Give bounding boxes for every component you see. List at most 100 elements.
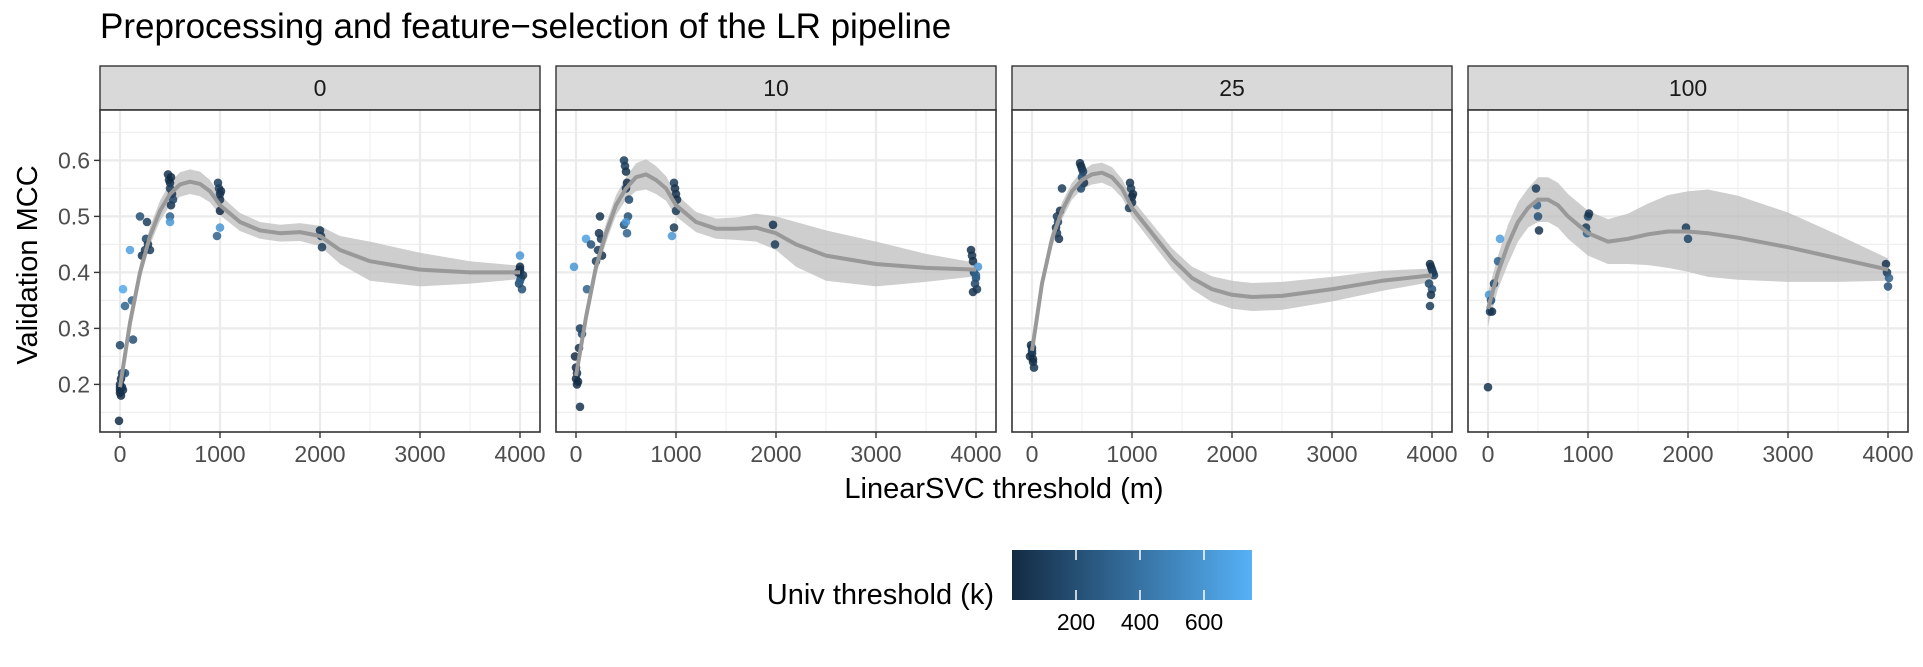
- x-tick-label: 0: [1026, 441, 1039, 467]
- x-tick-label: 3000: [1762, 441, 1813, 467]
- x-tick-label: 0: [570, 441, 583, 467]
- x-tick-label: 2000: [1206, 441, 1257, 467]
- x-tick-label: 4000: [1862, 441, 1913, 467]
- colorbar-tick-label: 200: [1057, 609, 1095, 635]
- x-tick-label: 1000: [650, 441, 701, 467]
- data-point: [622, 228, 632, 238]
- smooth-line: [1486, 197, 1889, 310]
- data-point: [667, 231, 677, 241]
- data-point: [1884, 273, 1894, 283]
- facet-strip-label: 25: [1219, 75, 1245, 101]
- data-point: [1883, 282, 1893, 291]
- data-point: [1487, 307, 1497, 316]
- smooth-line: [1030, 170, 1433, 352]
- data-point: [1057, 184, 1067, 193]
- data-point: [142, 217, 152, 227]
- data-point: [1531, 184, 1541, 193]
- data-point: [581, 234, 591, 244]
- data-point: [768, 220, 778, 230]
- color-legend: Univ threshold (k) 200 400 600: [767, 550, 1252, 635]
- data-point: [118, 385, 128, 395]
- x-tick-label: 3000: [394, 441, 445, 467]
- x-tick-label: 1000: [1106, 441, 1157, 467]
- facet-panels: 0 0 1000 2000 3000 4000 0.2 0.3 0.4 0.5 0.6 100 1000…: [58, 65, 1914, 467]
- y-tick-label: 0.3: [58, 315, 90, 341]
- facet-strip: [555, 65, 997, 111]
- colorbar-tick-label: 600: [1185, 609, 1223, 635]
- data-point: [1425, 301, 1435, 311]
- data-point: [573, 377, 583, 386]
- data-point: [515, 251, 525, 260]
- data-point: [128, 335, 138, 344]
- x-tick-label: 3000: [850, 441, 901, 467]
- data-point: [118, 284, 128, 294]
- data-point: [621, 217, 631, 227]
- data-point: [517, 284, 527, 294]
- data-point: [1683, 234, 1693, 244]
- data-point: [569, 262, 579, 272]
- confidence-band: [1032, 162, 1432, 358]
- smooth-line: [118, 179, 520, 388]
- data-point: [120, 301, 130, 311]
- data-point: [1881, 259, 1891, 269]
- facet-strip-label: 100: [1669, 75, 1707, 101]
- data-point: [1483, 382, 1493, 392]
- data-point: [135, 212, 145, 221]
- data-point: [968, 287, 978, 297]
- data-point: [1495, 234, 1505, 244]
- x-tick-label: 0: [1482, 441, 1495, 467]
- facet-strip-label: 0: [314, 75, 327, 101]
- y-axis-title: Validation MCC: [12, 165, 44, 364]
- data-point: [1584, 209, 1594, 218]
- data-point: [166, 172, 176, 182]
- data-point: [1429, 270, 1439, 280]
- y-tick-label: 0.5: [58, 203, 90, 229]
- facet-panel-100: 1000 1000 2000 3000 4000: [1467, 65, 1914, 467]
- x-tick-label: 4000: [494, 441, 545, 467]
- data-point: [216, 186, 226, 196]
- confidence-band: [576, 159, 976, 384]
- smooth-line: [574, 172, 977, 377]
- data-point: [669, 223, 679, 232]
- x-tick-label: 2000: [1662, 441, 1713, 467]
- legend-title: Univ threshold (k): [767, 579, 994, 611]
- data-point: [125, 245, 135, 255]
- y-tick-label: 0.2: [58, 371, 90, 397]
- data-point: [1028, 354, 1038, 364]
- y-tick-label: 0.6: [58, 147, 90, 173]
- data-point: [168, 195, 178, 204]
- data-point: [215, 223, 225, 232]
- x-axis-title: LinearSVC threshold (m): [844, 473, 1163, 505]
- data-point: [1534, 226, 1544, 235]
- data-point: [971, 270, 981, 280]
- facet-panel-25: 25 0 1000 2000 3000 4000: [1011, 65, 1458, 467]
- data-point: [115, 340, 125, 350]
- facet-panel-10: 10 0 1000 2000 3000 4000: [555, 65, 1002, 467]
- facet-strip: [1011, 65, 1453, 111]
- data-point: [1533, 212, 1543, 221]
- data-point: [586, 240, 596, 249]
- data-point: [968, 256, 978, 266]
- facet-strip: [99, 65, 541, 111]
- data-point: [165, 217, 175, 227]
- data-point: [317, 242, 327, 252]
- data-point: [624, 195, 634, 204]
- x-tick-label: 4000: [950, 441, 1001, 467]
- x-tick-label: 1000: [1562, 441, 1613, 467]
- y-tick-label: 0.4: [58, 259, 90, 285]
- data-point: [1128, 189, 1138, 199]
- data-point: [621, 167, 631, 176]
- colorbar-tick-label: 400: [1121, 609, 1159, 635]
- x-tick-label: 0: [114, 441, 127, 467]
- x-tick-label: 3000: [1306, 441, 1357, 467]
- data-point: [1426, 290, 1436, 300]
- data-point: [575, 402, 585, 412]
- colorbar: [1012, 550, 1252, 600]
- confidence-band: [120, 169, 520, 394]
- data-point: [1029, 363, 1039, 372]
- x-tick-label: 4000: [1406, 441, 1457, 467]
- data-point: [770, 240, 780, 249]
- facet-panel-0: 0 0 1000 2000 3000 4000 0.2 0.3 0.4 0.5 0.6: [58, 65, 546, 467]
- data-point: [595, 212, 605, 221]
